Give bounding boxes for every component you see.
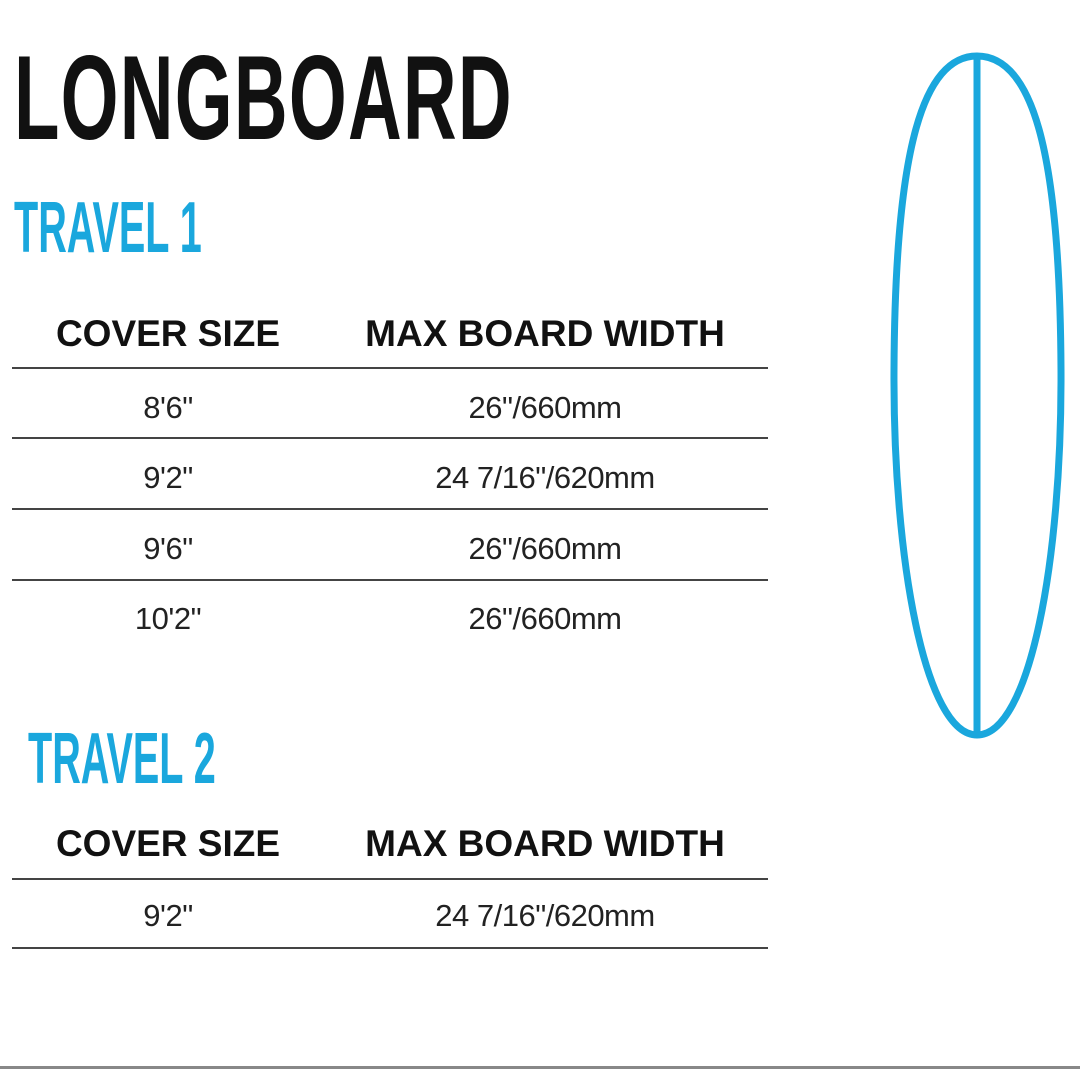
- cell-max-width: 26"/660mm: [468, 601, 622, 636]
- cell-max-width: 24 7/16"/620mm: [435, 460, 655, 495]
- surfboard-outline-icon: [890, 52, 1065, 739]
- page-title: LONGBOARD: [14, 31, 513, 165]
- header-cover-size: COVER SIZE: [55, 313, 281, 354]
- divider: [12, 579, 768, 581]
- section-title-travel-2: TRAVEL 2: [28, 719, 216, 799]
- cell-max-width: 24 7/16"/620mm: [435, 898, 655, 933]
- header-cover-size: COVER SIZE: [55, 823, 281, 864]
- divider: [12, 367, 768, 369]
- divider: [12, 437, 768, 439]
- section-title-travel-1: TRAVEL 1: [14, 188, 202, 268]
- cell-cover-size: 9'2": [143, 460, 193, 495]
- header-max-board-width: MAX BOARD WIDTH: [365, 313, 725, 354]
- cell-max-width: 26"/660mm: [468, 390, 622, 425]
- header-max-board-width: MAX BOARD WIDTH: [365, 823, 725, 864]
- cell-cover-size: 8'6": [143, 390, 193, 425]
- cell-max-width: 26"/660mm: [468, 531, 622, 566]
- bottom-border: [0, 1066, 1080, 1069]
- divider: [12, 508, 768, 510]
- cell-cover-size: 9'2": [143, 898, 193, 933]
- cell-cover-size: 10'2": [134, 601, 202, 636]
- divider: [12, 947, 768, 949]
- cell-cover-size: 9'6": [143, 531, 193, 566]
- divider: [12, 878, 768, 880]
